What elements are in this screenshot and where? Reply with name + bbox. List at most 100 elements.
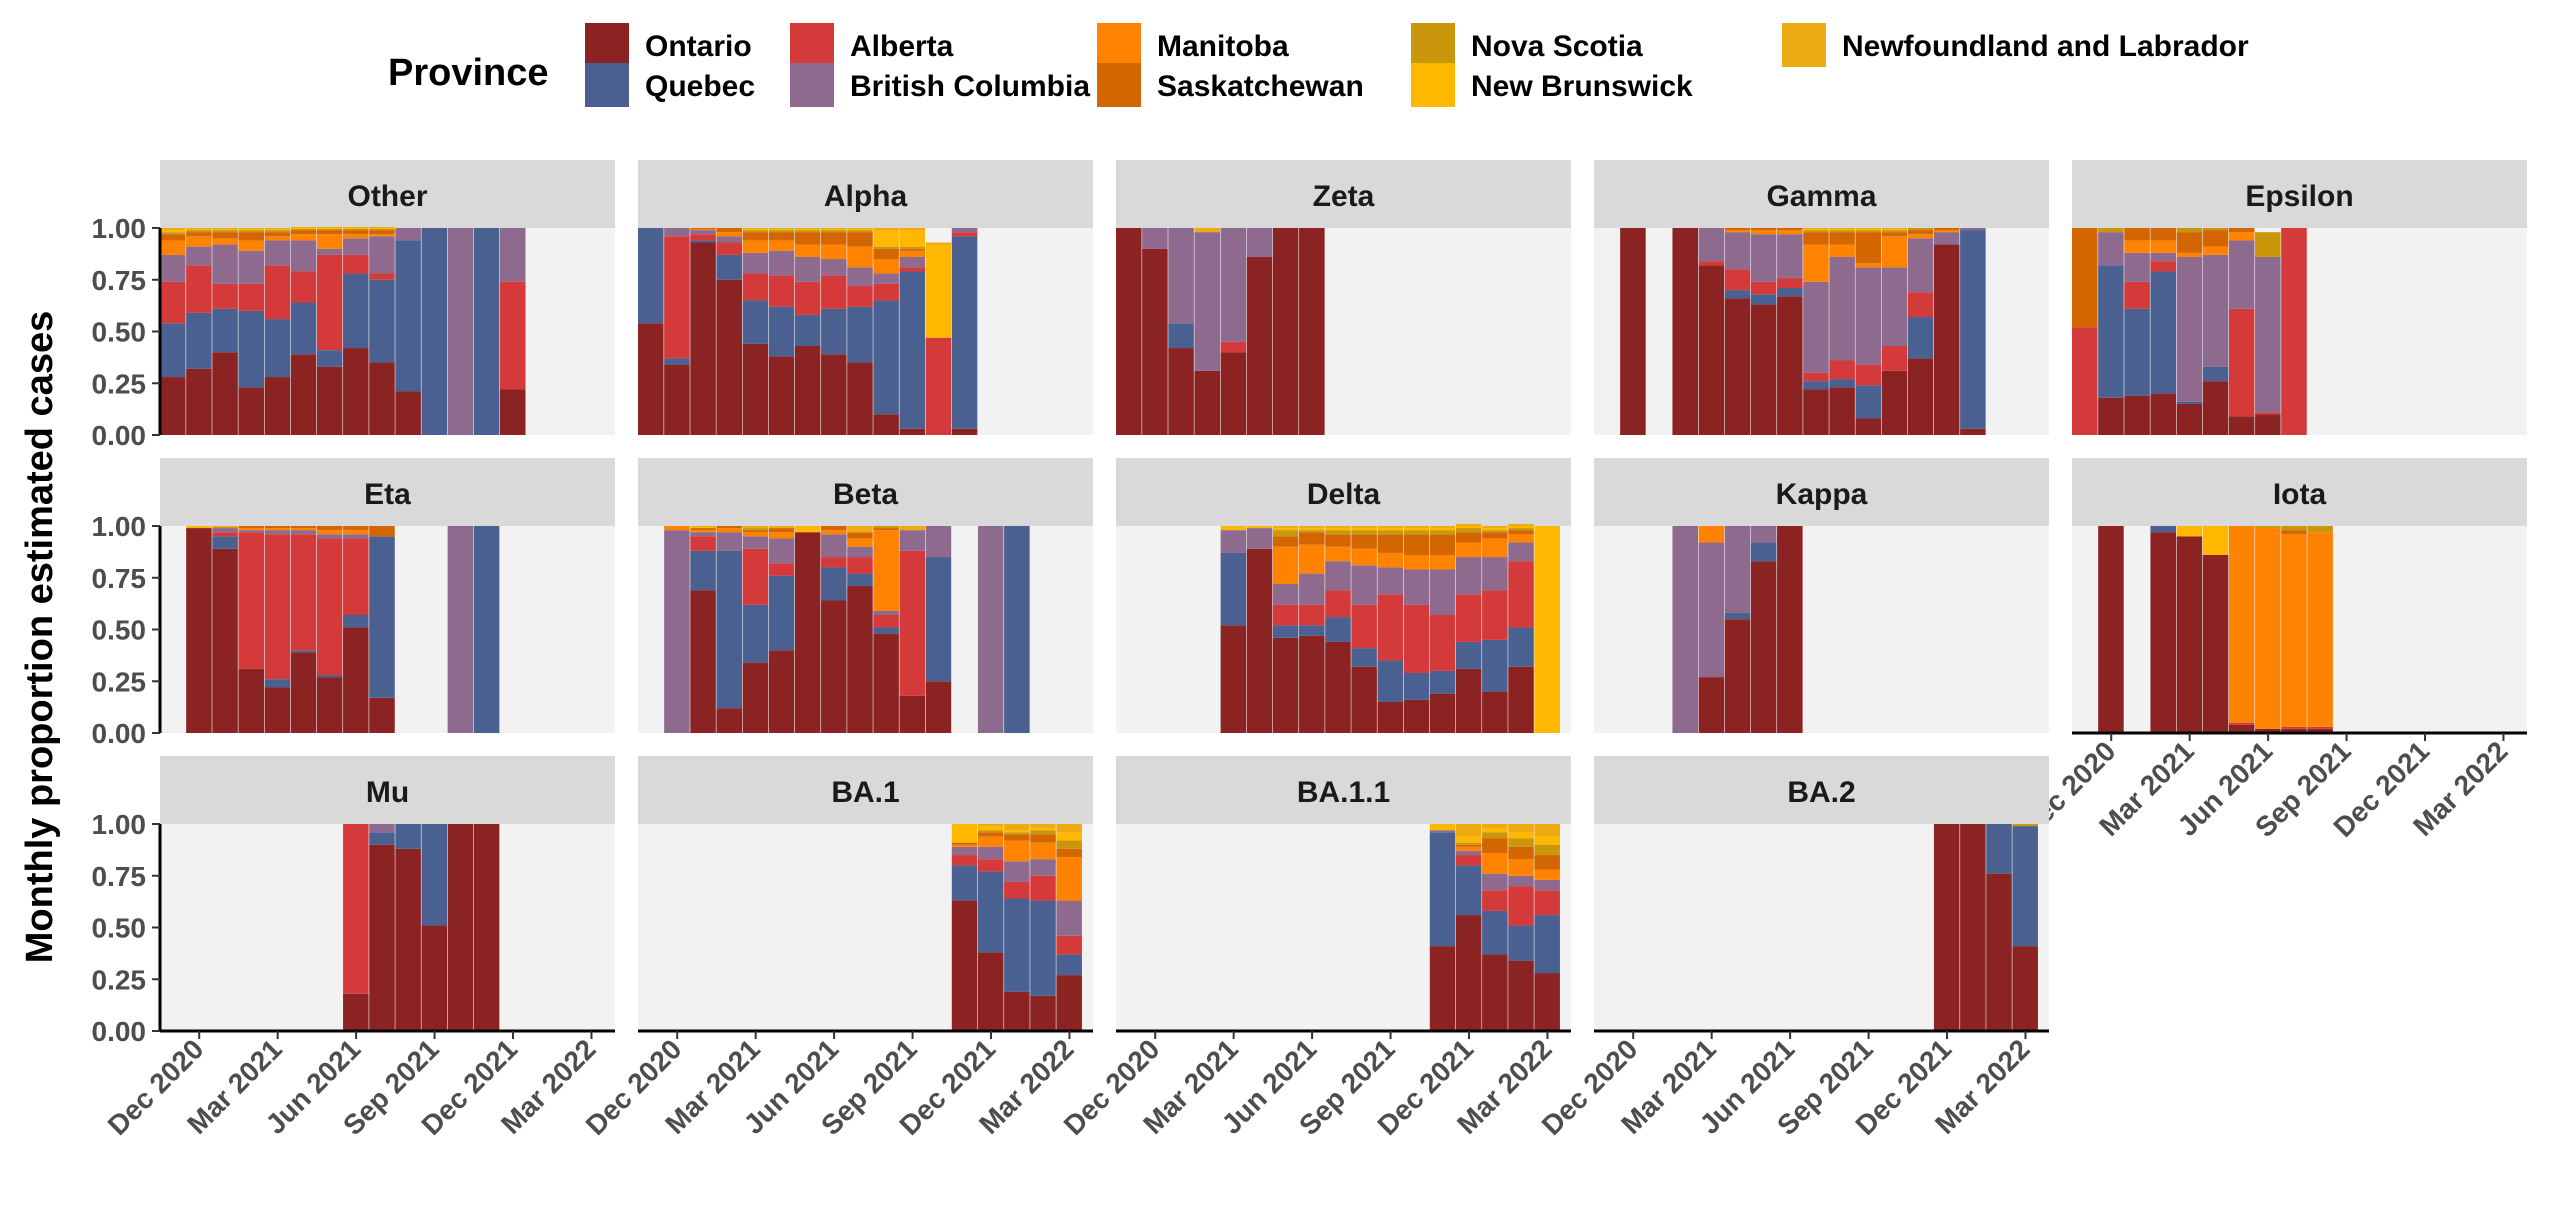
bar-segment — [238, 532, 264, 669]
bar-segment — [1508, 838, 1534, 847]
bar-segment — [1116, 228, 1142, 435]
bar-segment — [899, 256, 926, 268]
bar-segment — [1482, 824, 1508, 829]
bar-segment — [1351, 526, 1377, 529]
bar-segment — [925, 242, 952, 245]
bar-segment — [238, 668, 264, 733]
bar-segment — [1534, 879, 1560, 891]
bar-segment — [1829, 229, 1855, 231]
bar-segment — [343, 238, 369, 255]
legend-label: British Columbia — [850, 70, 1090, 103]
bar-segment — [1299, 544, 1325, 574]
bar-segment — [316, 226, 343, 228]
bar-segment — [1429, 830, 1456, 833]
bar-segment — [316, 534, 343, 539]
bar-segment — [1482, 852, 1508, 874]
bar-segment — [1377, 701, 1404, 733]
bar-segment — [1351, 534, 1377, 549]
bar-segment — [1455, 844, 1482, 847]
bar-segment — [768, 232, 795, 241]
bar-segment — [343, 230, 369, 235]
y-tick-label: 0.50 — [92, 317, 147, 348]
bar-segment — [2150, 393, 2176, 435]
bar-segment — [343, 348, 369, 435]
bar-segment — [1455, 557, 1482, 595]
bar-segment — [212, 229, 238, 231]
bar-segment — [2255, 528, 2281, 729]
bar-segment — [821, 244, 847, 260]
bar-segment — [742, 343, 769, 435]
bar-segment — [1803, 232, 1829, 245]
bar-segment — [2228, 526, 2255, 723]
bar-segment — [238, 240, 264, 251]
facet-strip — [160, 160, 615, 228]
bar-segment — [1698, 228, 1725, 262]
bar-segment — [1933, 232, 1960, 245]
bar-segment — [2124, 308, 2150, 396]
bar-segment — [1030, 824, 1056, 829]
bar-segment — [369, 230, 395, 235]
bar-segment — [742, 228, 769, 230]
bar-segment — [343, 627, 369, 733]
bar-segment — [264, 230, 291, 233]
bar-segment — [873, 530, 899, 611]
bar-segment — [1933, 824, 1960, 1031]
bar-segment — [1829, 379, 1855, 388]
bar-segment — [1403, 699, 1430, 733]
bar-segment — [951, 842, 978, 845]
bar-segment — [395, 824, 421, 849]
bar-segment — [473, 228, 500, 435]
bar-segment — [160, 240, 186, 255]
bar-segment — [1777, 296, 1803, 435]
bar-segment — [1508, 542, 1534, 562]
bar-segment — [1907, 292, 1934, 318]
bar-segment — [977, 832, 1004, 837]
bar-segment — [1142, 228, 1168, 249]
bar-segment — [316, 366, 343, 435]
bar-segment — [1482, 557, 1508, 591]
bar-segment — [1272, 637, 1299, 733]
bar-segment — [1855, 385, 1882, 419]
bar-segment — [2150, 252, 2176, 262]
bar-segment — [1056, 975, 1082, 1031]
bar-segment — [2281, 726, 2307, 729]
y-tick-label: 0.00 — [92, 420, 147, 451]
bar-segment — [2176, 252, 2203, 257]
bar-segment — [1482, 532, 1508, 539]
bar-segment — [343, 615, 369, 628]
bar-segment — [1855, 228, 1882, 230]
bar-segment — [1004, 526, 1030, 733]
bar-segment — [290, 354, 317, 435]
bar-segment — [2307, 726, 2333, 729]
bar-segment — [1907, 238, 1934, 293]
bar-segment — [1698, 265, 1725, 435]
bar-segment — [768, 306, 795, 357]
bar-segment — [1724, 228, 1751, 231]
bar-segment — [264, 236, 291, 241]
bar-segment — [768, 528, 795, 533]
bar-segment — [186, 368, 212, 435]
bar-segment — [1325, 546, 1351, 562]
bar-segment — [1272, 546, 1299, 584]
bar-segment — [1429, 554, 1456, 570]
y-tick-label: 1.00 — [92, 213, 147, 244]
bar-segment — [1750, 234, 1777, 282]
bar-segment — [1429, 670, 1456, 694]
bar-segment — [1508, 925, 1534, 961]
bar-segment — [1056, 832, 1082, 841]
bar-segment — [1429, 824, 1456, 831]
bar-segment — [1030, 900, 1056, 996]
bar-segment — [1777, 288, 1803, 297]
bar-segment — [899, 246, 926, 249]
bar-segment — [794, 228, 821, 230]
bar-segment — [2176, 536, 2203, 733]
bar-segment — [316, 230, 343, 235]
bar-segment — [1168, 348, 1194, 435]
bar-segment — [2072, 327, 2098, 435]
bar-segment — [2202, 366, 2229, 382]
bar-segment — [768, 275, 795, 307]
bar-segment — [186, 230, 212, 233]
bar-segment — [847, 267, 873, 286]
